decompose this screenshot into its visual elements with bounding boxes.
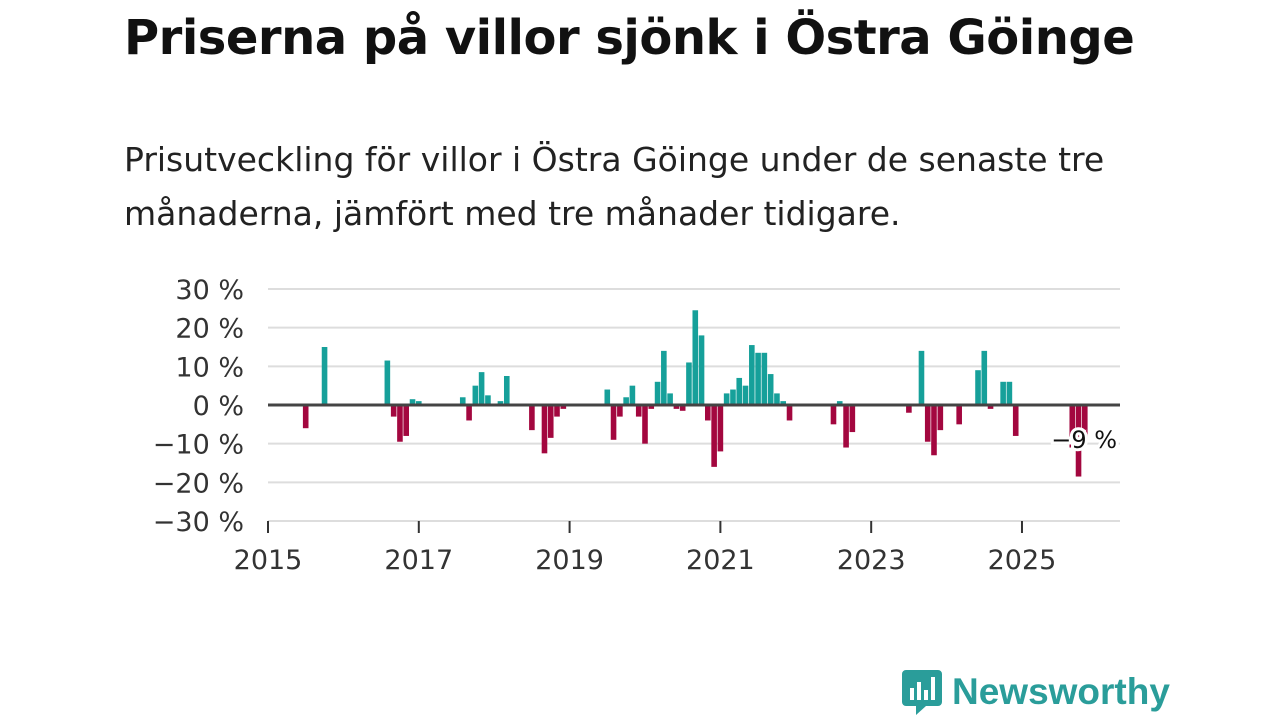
- y-tick-label: −20 %: [153, 468, 244, 499]
- y-tick-label: 30 %: [175, 275, 244, 306]
- bar: [497, 401, 504, 405]
- bar: [717, 405, 724, 452]
- bar: [906, 405, 912, 413]
- bar: [397, 405, 403, 442]
- bar: [654, 381, 661, 405]
- y-tick-label: 10 %: [175, 352, 244, 383]
- bar: [749, 345, 755, 405]
- bar: [547, 405, 554, 438]
- bar: [849, 405, 856, 433]
- bar: [554, 405, 560, 417]
- bar: [667, 393, 673, 405]
- bar: [774, 393, 780, 405]
- bar: [1012, 405, 1019, 436]
- bar: [485, 395, 491, 405]
- bar: [679, 405, 686, 411]
- bar: [623, 397, 629, 405]
- bar: [736, 377, 743, 405]
- bar: [459, 397, 466, 405]
- bar: [686, 362, 692, 405]
- bar: [302, 405, 309, 429]
- bar: [1000, 381, 1006, 405]
- x-tick-label: 2023: [837, 545, 906, 576]
- grid-layer: [268, 288, 1120, 522]
- bar: [843, 405, 849, 448]
- bar: [321, 347, 328, 405]
- brand-name: Newsworthy: [952, 671, 1170, 712]
- bar: [830, 405, 837, 425]
- x-tick-label: 2017: [384, 545, 453, 576]
- bar: [1006, 381, 1013, 405]
- bar: [478, 372, 485, 405]
- x-tick-label: 2021: [686, 545, 755, 576]
- bar: [692, 310, 699, 405]
- bar: [560, 405, 567, 409]
- bar: [698, 335, 705, 405]
- bar: [987, 405, 994, 409]
- bar: [541, 405, 548, 454]
- bar: [635, 405, 642, 417]
- bar: [755, 352, 761, 405]
- bar: [529, 405, 535, 431]
- x-tick-label: 2015: [234, 545, 303, 576]
- bar: [730, 389, 736, 405]
- bar: [924, 405, 931, 442]
- bar: [918, 350, 925, 405]
- bar: [975, 370, 981, 405]
- y-tick-label: −30 %: [153, 507, 244, 538]
- bar: [661, 350, 667, 405]
- bar: [704, 405, 711, 421]
- bar: [956, 405, 962, 425]
- bar: [503, 376, 510, 405]
- bar: [617, 405, 623, 417]
- bar: [761, 352, 768, 405]
- bar: [931, 405, 937, 456]
- bar: [673, 405, 680, 409]
- axis-layer: 30 % 20 % 10 % 0 % −10 % −20 % −30 % 2015 2017 20…: [153, 275, 1120, 576]
- y-tick-label: −10 %: [153, 430, 244, 461]
- bar: [384, 360, 391, 405]
- bar: [466, 405, 472, 421]
- bar: [472, 385, 479, 405]
- bar-chart: 30 % 20 % 10 % 0 % −10 % −20 % −30 % 2015 2017 20…: [153, 275, 1120, 576]
- x-tick-label: 2019: [535, 545, 604, 576]
- bar: [629, 385, 636, 405]
- bar: [742, 385, 749, 405]
- bar: [1075, 405, 1082, 477]
- y-tick-label: 0 %: [193, 391, 244, 422]
- bar: [390, 405, 397, 417]
- bar: [780, 401, 786, 405]
- bar: [937, 405, 944, 431]
- bar: [1069, 405, 1076, 448]
- newsworthy-logo: Newsworthy: [902, 668, 1170, 716]
- bar: [610, 405, 617, 440]
- bar: [604, 389, 611, 405]
- last-value-annotation: −9 %: [1051, 426, 1117, 454]
- bar: [409, 399, 416, 405]
- bars-layer: [302, 310, 1088, 477]
- bar: [642, 405, 648, 444]
- y-tick-label: 20 %: [175, 314, 244, 345]
- bar: [723, 393, 730, 405]
- bar: [415, 401, 422, 405]
- bar: [403, 405, 410, 436]
- bar: [648, 405, 655, 409]
- chart-subtitle: Prisutveckling för villor i Östra Göinge…: [124, 140, 1105, 233]
- x-tick-label: 2025: [988, 545, 1057, 576]
- chart-title: Priserna på villor sjönk i Östra Göinge: [124, 10, 1135, 66]
- bar: [711, 405, 717, 467]
- annotation-layer: −9 %: [1048, 423, 1120, 457]
- bar: [981, 350, 988, 405]
- bar: [786, 405, 793, 421]
- bar: [836, 401, 843, 405]
- bar: [1081, 405, 1088, 440]
- bar: [767, 374, 774, 405]
- newsworthy-logo-icon: [902, 670, 942, 715]
